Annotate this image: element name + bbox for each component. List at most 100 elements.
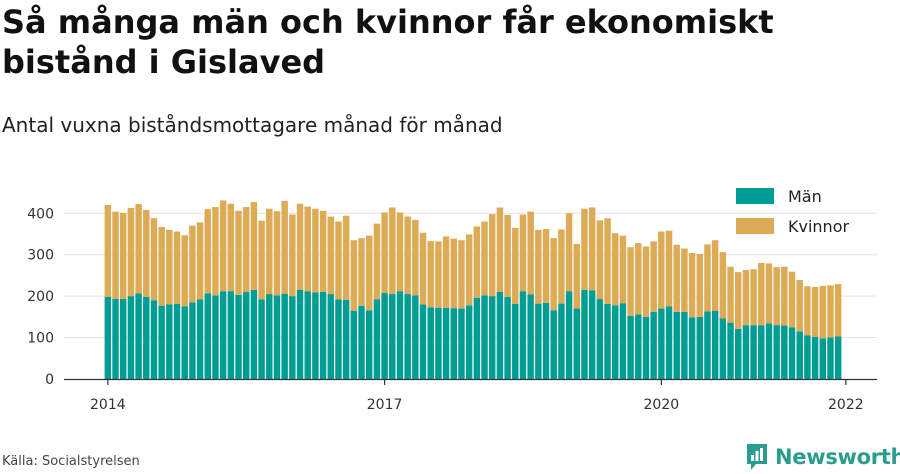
bar-men xyxy=(558,303,565,379)
y-tick-label: 200 xyxy=(27,289,54,305)
bar-men xyxy=(281,293,288,379)
bar-men xyxy=(519,291,527,379)
bar-men xyxy=(435,307,442,379)
bar-men xyxy=(673,311,680,379)
bar-women xyxy=(573,243,581,309)
bar-men xyxy=(550,310,557,379)
bar-women xyxy=(781,266,788,326)
bar-men xyxy=(788,327,796,379)
bar-men xyxy=(166,304,173,379)
bar-women xyxy=(204,209,212,294)
bar-men xyxy=(358,305,365,379)
bar-men xyxy=(796,331,803,379)
bar-men xyxy=(688,317,696,379)
bar-men xyxy=(135,293,142,379)
bar-women xyxy=(189,225,196,303)
bar-women xyxy=(811,287,819,337)
bar-women xyxy=(527,211,534,295)
y-tick-label: 0 xyxy=(45,372,54,388)
bar-men xyxy=(227,291,235,379)
bar-women xyxy=(758,263,765,326)
y-tick-label: 400 xyxy=(27,206,54,222)
bar-men xyxy=(581,289,588,379)
bar-women xyxy=(396,212,404,292)
bar-women xyxy=(242,207,250,292)
bar-men xyxy=(312,292,319,379)
bar-women xyxy=(658,231,665,309)
bar-men xyxy=(611,305,619,379)
bar-women xyxy=(765,263,773,324)
bar-men xyxy=(389,294,396,379)
bar-men xyxy=(196,299,204,379)
bar-men xyxy=(296,289,304,379)
bar-women xyxy=(635,243,642,315)
bar-men xyxy=(819,338,827,379)
bar-women xyxy=(335,221,342,300)
bar-women xyxy=(588,207,596,291)
bar-men xyxy=(127,296,135,379)
bar-women xyxy=(796,279,803,332)
bar-women xyxy=(581,208,588,290)
bar-men xyxy=(404,294,411,379)
bar-women xyxy=(619,235,627,304)
bar-men xyxy=(396,291,404,379)
bar-men xyxy=(458,308,465,379)
bar-women xyxy=(542,229,550,303)
bar-women xyxy=(704,244,711,312)
bar-men xyxy=(734,328,742,379)
bar-men xyxy=(535,303,542,379)
bar-women xyxy=(665,230,673,307)
bar-women xyxy=(642,246,650,317)
bar-men xyxy=(381,292,388,379)
bar-men xyxy=(189,302,196,379)
bar-women xyxy=(734,272,742,329)
bar-men xyxy=(150,300,158,379)
bar-women xyxy=(450,238,458,309)
bar-men xyxy=(473,297,481,379)
bar-women xyxy=(312,208,319,293)
bar-women xyxy=(604,218,611,305)
bar-women xyxy=(681,248,688,312)
x-tick-label: 2017 xyxy=(367,397,403,413)
bar-men xyxy=(719,318,727,379)
bar-women xyxy=(535,229,542,304)
bar-women xyxy=(512,227,519,305)
bar-women xyxy=(550,238,557,311)
bar-men xyxy=(373,299,381,379)
bar-men xyxy=(512,304,519,379)
bar-men xyxy=(773,325,780,379)
brand-name: Newsworthy xyxy=(775,445,900,469)
bar-men xyxy=(781,325,788,379)
bar-women xyxy=(381,212,388,293)
bar-women xyxy=(788,271,796,328)
bar-women xyxy=(166,229,173,305)
bar-women xyxy=(819,285,827,339)
bar-women xyxy=(688,253,696,318)
bar-men xyxy=(696,316,704,379)
bar-women xyxy=(158,226,165,306)
bar-women xyxy=(358,238,365,306)
bar-men xyxy=(635,314,642,379)
bar-men xyxy=(834,336,842,379)
bar-men xyxy=(212,295,219,379)
bar-men xyxy=(711,310,719,379)
bar-women xyxy=(834,284,842,337)
bar-men xyxy=(304,291,311,379)
bar-women xyxy=(596,220,604,300)
bar-women xyxy=(227,203,235,292)
bar-men xyxy=(827,337,834,379)
legend-label: Män xyxy=(788,187,822,206)
bar-men xyxy=(319,292,327,379)
bar-women xyxy=(465,234,473,306)
bar-men xyxy=(465,305,473,379)
brand: Newsworthy xyxy=(745,441,900,473)
bar-women xyxy=(373,223,381,300)
bar-men xyxy=(496,292,504,379)
bar-men xyxy=(104,296,112,379)
bar-men xyxy=(750,325,757,379)
bar-men xyxy=(173,304,181,379)
bar-women xyxy=(281,200,288,294)
bar-women xyxy=(250,202,258,290)
bar-women xyxy=(558,229,565,304)
bar-women xyxy=(296,203,304,290)
